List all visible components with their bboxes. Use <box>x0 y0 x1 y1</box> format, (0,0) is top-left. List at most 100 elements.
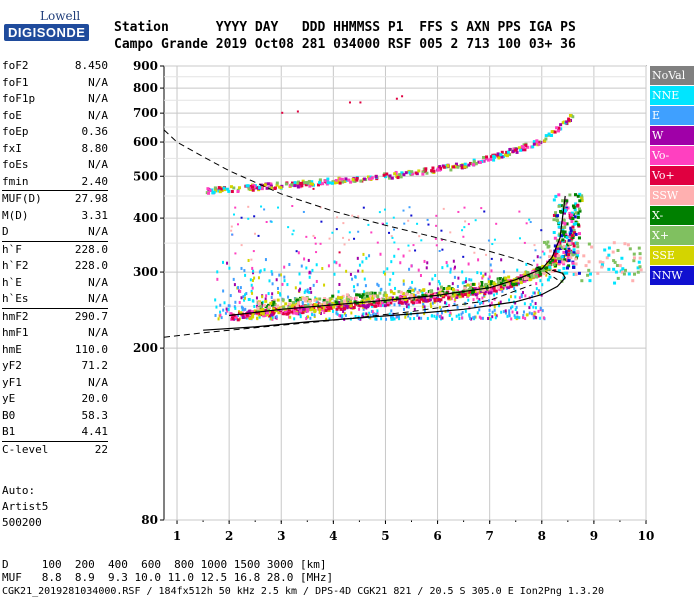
echo-point <box>288 315 291 319</box>
echo-point <box>565 252 569 256</box>
echo-point <box>453 265 456 269</box>
echo-point <box>500 150 504 154</box>
echo-point <box>570 234 574 238</box>
echo-point <box>276 298 280 302</box>
echo-point <box>467 298 470 302</box>
echo-point <box>572 250 576 254</box>
echo-point <box>587 260 591 264</box>
echo-point <box>492 158 496 162</box>
echo-point <box>414 296 418 300</box>
echo-point <box>614 270 618 274</box>
echo-point <box>333 181 337 185</box>
echo-point <box>305 317 308 321</box>
echo-point <box>343 307 347 311</box>
param-value: 2.40 <box>81 174 109 188</box>
echo-point <box>531 299 534 303</box>
echo-point <box>292 229 295 232</box>
echo-point <box>548 260 552 264</box>
echo-point <box>240 296 243 300</box>
echo-point <box>337 290 340 294</box>
echo-point <box>447 293 451 297</box>
echo-point <box>390 235 393 238</box>
echo-point <box>323 310 326 314</box>
echo-point <box>275 278 278 282</box>
echo-point <box>361 302 365 306</box>
param-row: yE 20.0 <box>2 391 108 408</box>
echo-point <box>265 311 269 315</box>
echo-point <box>415 299 419 303</box>
echo-point <box>438 315 441 319</box>
echo-point <box>258 186 262 190</box>
echo-point <box>365 294 369 298</box>
echo-point <box>335 307 339 311</box>
echo-point <box>347 238 350 241</box>
echo-point <box>363 298 367 302</box>
echo-point <box>469 316 472 320</box>
echo-point <box>270 295 273 299</box>
echo-point <box>499 300 502 304</box>
echo-point <box>545 266 549 270</box>
echo-point <box>569 235 573 239</box>
echo-point <box>463 162 467 166</box>
echo-point <box>263 268 266 272</box>
echo-point <box>474 304 477 308</box>
echo-point <box>560 255 564 259</box>
echo-point <box>423 259 426 263</box>
echo-point <box>230 229 233 232</box>
echo-point <box>240 305 243 309</box>
echo-point <box>251 299 254 303</box>
echo-point <box>298 287 301 291</box>
echo-point <box>473 290 477 294</box>
echo-point <box>520 274 524 278</box>
echo-point <box>293 184 297 188</box>
echo-point <box>532 140 536 144</box>
echo-point <box>567 239 571 243</box>
echo-point <box>523 148 527 152</box>
echo-point <box>483 290 487 294</box>
echo-point <box>373 291 377 295</box>
echo-point <box>477 282 481 286</box>
echo-point <box>548 262 552 266</box>
echo-point <box>337 300 341 304</box>
echo-point <box>309 304 313 308</box>
echo-point <box>468 313 471 317</box>
echo-point <box>600 263 604 267</box>
echo-point <box>495 291 498 295</box>
echo-point <box>472 298 475 302</box>
echo-point <box>271 272 274 276</box>
echo-point <box>570 220 574 224</box>
echo-point <box>514 295 517 299</box>
echo-point <box>323 283 326 287</box>
echo-point <box>532 259 535 262</box>
param-value: 0.36 <box>81 125 109 138</box>
echo-point <box>225 307 228 311</box>
param-key: h`Es <box>2 292 29 305</box>
echo-point <box>536 255 539 259</box>
echo-point <box>473 315 476 319</box>
echo-point <box>369 316 372 320</box>
echo-point <box>323 301 327 305</box>
echo-point <box>370 231 373 234</box>
param-value: N/A <box>88 326 108 339</box>
echo-point <box>432 169 436 173</box>
echo-point <box>616 276 620 280</box>
echo-point <box>454 297 457 301</box>
echo-point <box>394 286 397 290</box>
echo-point <box>547 244 551 248</box>
echo-point <box>379 301 382 305</box>
echo-point <box>535 139 539 143</box>
echo-point <box>460 312 463 316</box>
echo-point <box>478 160 482 164</box>
echo-point <box>299 182 303 186</box>
echo-point <box>238 300 241 304</box>
echo-point <box>491 310 494 314</box>
echo-point <box>367 297 371 301</box>
echo-point <box>335 297 339 301</box>
echo-point <box>556 249 560 253</box>
echo-point <box>392 291 396 295</box>
echo-point <box>362 252 365 256</box>
echo-point <box>296 185 300 189</box>
echo-point <box>554 194 558 198</box>
echo-point <box>489 291 493 295</box>
echo-point <box>336 296 340 300</box>
